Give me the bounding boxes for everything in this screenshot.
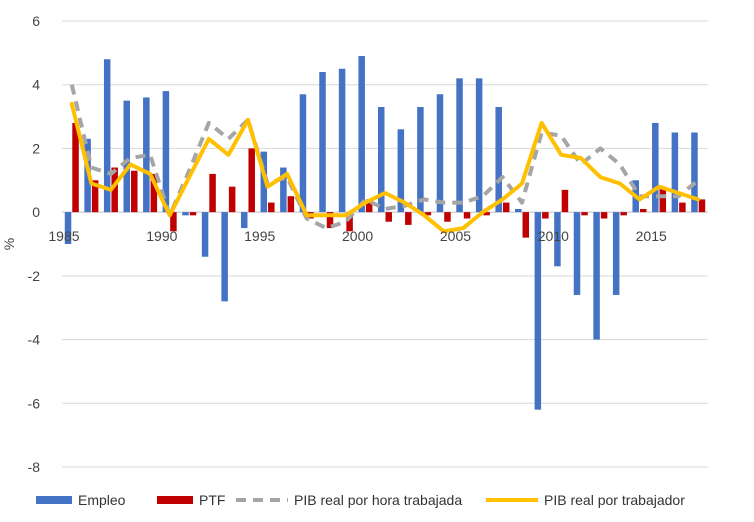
legend-item-empleo: Empleo <box>36 492 126 508</box>
bar-empleo <box>436 94 444 213</box>
legend-label: PIB real por trabajador <box>544 492 685 508</box>
bar-empleo <box>612 212 620 295</box>
legend-item-pib-trabajador: PIB real por trabajador <box>486 492 685 508</box>
bar-ptf <box>444 212 451 222</box>
bar-empleo <box>691 132 698 213</box>
y-tick-label: 2 <box>32 140 40 156</box>
bar-ptf <box>698 199 706 213</box>
y-axis-label: % <box>1 238 17 250</box>
bar-empleo <box>397 129 405 213</box>
bar-empleo <box>456 78 463 213</box>
lines <box>69 84 701 234</box>
x-tick-labels: 1985 1990 1995 2000 2005 2010 2015 <box>48 228 667 244</box>
bar-empleo <box>240 212 248 229</box>
x-tick-label: 2005 <box>440 228 471 244</box>
bar-empleo <box>64 212 72 244</box>
bar-empleo <box>162 91 170 213</box>
bar-ptf <box>424 212 432 216</box>
legend-label: Empleo <box>78 492 126 508</box>
bar-ptf <box>346 212 353 232</box>
bar-ptf <box>91 180 99 213</box>
y-tick-label: -6 <box>28 395 41 411</box>
line-pib-trabajador <box>69 101 701 234</box>
bar-ptf <box>189 212 197 216</box>
bar-ptf <box>111 167 118 213</box>
y-tick-label: 6 <box>32 13 40 29</box>
bar-empleo <box>201 212 209 257</box>
bar-ptf <box>679 202 686 213</box>
bar-ptf <box>581 212 588 216</box>
x-tick-label: 1990 <box>146 228 177 244</box>
x-tick-label: 2015 <box>636 228 667 244</box>
bar-ptf <box>502 202 510 213</box>
y-tick-label: -8 <box>28 459 41 475</box>
x-tick-label: 1985 <box>48 228 79 244</box>
bar-ptf <box>170 212 177 232</box>
legend-item-ptf: PTF <box>157 492 225 508</box>
bar-ptf <box>228 186 236 213</box>
y-tick-label: -4 <box>28 332 41 348</box>
bar-empleo <box>299 94 307 213</box>
bar-ptf <box>542 212 549 219</box>
bar-ptf <box>385 212 392 222</box>
legend: Empleo PTF PIB real por hora trabajada PIB … <box>36 492 685 508</box>
bars <box>64 56 706 410</box>
bar-empleo <box>378 107 385 213</box>
bar-ptf <box>561 189 569 213</box>
bar-ptf <box>287 196 295 213</box>
bar-empleo <box>143 97 150 213</box>
bar-ptf <box>131 170 138 213</box>
legend-item-pib-hora: PIB real por hora trabajada <box>236 492 462 508</box>
bar-ptf <box>248 148 255 213</box>
bar-empleo <box>182 212 189 216</box>
y-tick-label: -2 <box>28 268 41 284</box>
y-tick-labels: 6 4 2 0 -2 -4 -6 -8 <box>28 13 41 475</box>
bar-empleo <box>338 68 346 213</box>
bar-ptf <box>365 199 373 213</box>
bar-ptf <box>483 212 490 216</box>
bar-ptf <box>600 212 608 219</box>
bar-ptf <box>72 122 79 213</box>
bar-empleo <box>221 212 228 302</box>
bar-ptf <box>268 202 275 213</box>
legend-swatch <box>157 496 193 504</box>
bar-empleo <box>475 78 483 213</box>
bar-ptf <box>209 173 216 213</box>
bar-empleo <box>515 208 522 213</box>
bar-ptf <box>522 212 530 238</box>
legend-label: PTF <box>199 492 225 508</box>
bar-empleo <box>103 59 111 213</box>
x-tick-label: 2010 <box>538 228 569 244</box>
bar-empleo <box>123 100 131 213</box>
bar-ptf <box>639 208 647 213</box>
x-tick-label: 2000 <box>342 228 373 244</box>
bar-ptf <box>463 212 471 219</box>
y-tick-label: 0 <box>32 204 40 220</box>
bar-ptf <box>405 212 412 225</box>
bar-empleo <box>593 212 600 340</box>
bar-empleo <box>495 107 502 213</box>
legend-label: PIB real por hora trabajada <box>294 492 462 508</box>
bar-empleo <box>652 122 659 213</box>
bar-empleo <box>554 212 561 267</box>
bar-empleo <box>573 212 581 295</box>
bar-empleo <box>534 212 542 410</box>
x-tick-label: 1995 <box>244 228 275 244</box>
bar-empleo <box>358 56 365 213</box>
bar-empleo <box>260 151 268 213</box>
bar-empleo <box>319 71 326 213</box>
bar-empleo <box>280 167 287 213</box>
bar-ptf <box>659 186 667 213</box>
bar-ptf <box>326 212 334 229</box>
bar-ptf <box>150 173 158 213</box>
legend-swatch <box>36 496 72 504</box>
bar-ptf <box>620 212 627 216</box>
bar-empleo <box>671 132 679 213</box>
y-tick-label: 4 <box>32 77 40 93</box>
bar-empleo <box>417 107 424 213</box>
